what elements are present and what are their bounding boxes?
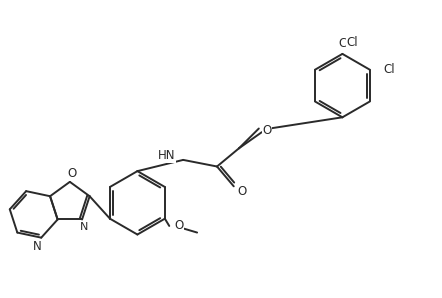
Text: O: O xyxy=(67,167,76,180)
Text: HN: HN xyxy=(158,149,175,162)
Text: O: O xyxy=(174,219,183,232)
Text: Cl: Cl xyxy=(347,36,358,49)
Text: Cl: Cl xyxy=(384,63,395,76)
Text: O: O xyxy=(262,124,271,137)
Text: N: N xyxy=(80,222,88,232)
Text: O: O xyxy=(237,185,246,198)
Text: N: N xyxy=(33,240,42,253)
Text: Cl: Cl xyxy=(339,38,350,50)
